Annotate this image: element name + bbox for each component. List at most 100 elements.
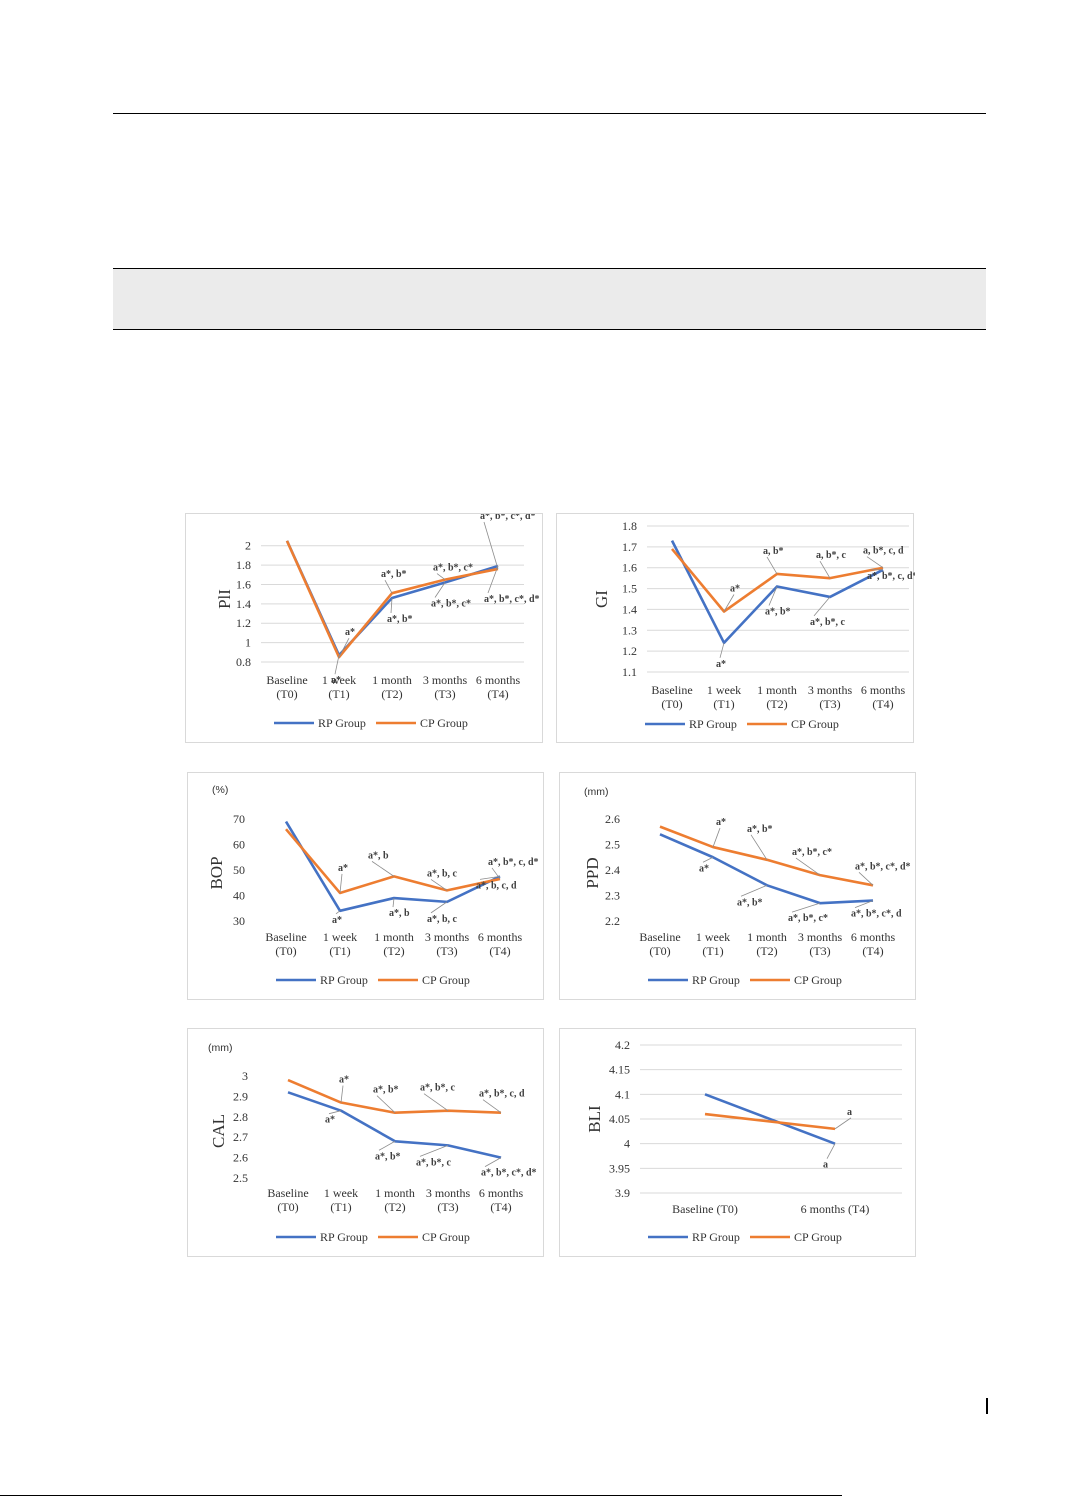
- y-tick-label: 1.1: [622, 665, 637, 679]
- significance-label: a*, b*, c*: [433, 563, 473, 574]
- y-axis-title: PlI: [215, 589, 234, 609]
- x-tick-label: (T1): [330, 1200, 351, 1214]
- x-tick-label: 1 month: [747, 930, 787, 944]
- x-tick-label: (T1): [713, 697, 734, 711]
- x-tick-label: (T0): [276, 687, 297, 701]
- significance-label: a*: [331, 675, 341, 686]
- y-tick-label: 2.4: [605, 863, 620, 877]
- legend-label: RP Group: [689, 717, 737, 731]
- bop-chart: 30 40 50 60 70 BOP (%) Baseline(T0) 1 week(T1) 1 …: [207, 784, 539, 987]
- x-tick-label: (T0): [661, 697, 682, 711]
- x-tick-label: (T2): [384, 1200, 405, 1214]
- y-tick-label: 0.8: [236, 655, 251, 669]
- y-tick-label: 1.3: [622, 623, 637, 637]
- cp-series-line: [659, 825, 874, 887]
- annotation-leader: [392, 898, 395, 908]
- y-axis-title: CAL: [209, 1114, 228, 1148]
- x-tick-label: 6 months: [861, 683, 906, 697]
- x-tick-label: 6 months: [476, 673, 521, 687]
- legend-label: RP Group: [692, 1230, 740, 1244]
- gi-chart: 1.1 1.2 1.3 1.4 1.5 1.6 1.7 1.8 GI Baseline(T0) 1 …: [592, 519, 915, 731]
- annotation-leader: [487, 565, 499, 594]
- significance-label: a*: [332, 915, 342, 926]
- annotation-leader: [834, 1117, 852, 1130]
- legend-label: RP Group: [692, 973, 740, 987]
- significance-label: a, b*: [763, 546, 784, 557]
- y-tick-label: 60: [233, 838, 245, 852]
- annotation-leader: [423, 1093, 449, 1112]
- significance-label: a*: [325, 1115, 335, 1126]
- y-axis-title: BLI: [585, 1105, 604, 1133]
- x-tick-label: 1 month: [375, 1186, 415, 1200]
- significance-label: a*: [716, 659, 726, 670]
- x-tick-label: (T4): [872, 697, 893, 711]
- annotation-leader: [376, 1095, 396, 1114]
- y-tick-label: 1.8: [236, 558, 251, 572]
- annotation-leader: [328, 1110, 342, 1115]
- legend-label: CP Group: [422, 1230, 470, 1244]
- x-tick-label: 3 months: [426, 1186, 471, 1200]
- unit-label: (mm): [208, 1042, 233, 1054]
- legend-label: CP Group: [422, 973, 470, 987]
- significance-label: a*: [338, 863, 348, 874]
- significance-label: a*, b*: [737, 897, 763, 908]
- annotation-leader: [371, 861, 395, 877]
- x-tick-label: (T3): [437, 1200, 458, 1214]
- significance-label: a*, b*, c: [416, 1157, 452, 1168]
- significance-label: a*, b*, c*, d*: [481, 1168, 537, 1179]
- cal-chart: 2.5 2.6 2.7 2.8 2.9 3 CAL (mm) Baseline(T0) 1 wee…: [208, 1042, 537, 1244]
- x-tick-label: 6 months: [851, 930, 896, 944]
- y-tick-label: 1.6: [622, 561, 637, 575]
- significance-label: a*, b*, c*: [788, 913, 828, 924]
- annotation-leader: [491, 867, 501, 880]
- y-tick-label: 2: [245, 539, 251, 553]
- legend-label: RP Group: [320, 1230, 368, 1244]
- annotation-leader: [338, 637, 350, 658]
- annotation-leader: [740, 884, 768, 897]
- rp-series-line: [659, 833, 874, 905]
- x-tick-label: (T3): [436, 944, 457, 958]
- significance-label: a, b*, c, d: [863, 546, 904, 557]
- rp-series-line: [287, 1091, 502, 1159]
- y-tick-label: 4.2: [615, 1038, 630, 1052]
- table-header-band: [113, 268, 986, 330]
- x-tick-label: (T2): [766, 697, 787, 711]
- significance-label: a*, b, c, d: [476, 880, 517, 891]
- y-tick-label: 1.8: [622, 519, 637, 533]
- y-tick-label: 1.4: [236, 597, 251, 611]
- x-tick-label: (T2): [756, 944, 777, 958]
- footer-rule: [0, 1495, 842, 1496]
- y-tick-label: 1.2: [622, 644, 637, 658]
- y-tick-label: 2.5: [605, 838, 620, 852]
- x-tick-label: Baseline: [267, 1186, 308, 1200]
- x-tick-label: (T2): [381, 687, 402, 701]
- significance-label: a*, b*: [387, 614, 413, 625]
- significance-label: a*, b*, c, d*: [488, 857, 539, 868]
- annotation-leader: [826, 1143, 836, 1159]
- x-tick-label: 3 months: [808, 683, 853, 697]
- annotation-leader: [702, 856, 714, 863]
- significance-label: a*, b*, c*: [431, 599, 471, 610]
- bli-chart: 3.9 3.95 4 4.05 4.1 4.15 4.2 BLI Baseline (T0) 6 …: [585, 1038, 902, 1244]
- x-tick-label: (T1): [328, 687, 349, 701]
- annotation-leader: [719, 642, 725, 658]
- significance-label: a*: [339, 1075, 349, 1086]
- significance-label: a*, b: [368, 850, 389, 861]
- gi-chart-panel: 1.1 1.2 1.3 1.4 1.5 1.6 1.7 1.8 GI Baseline (T0) 1 …: [556, 513, 915, 743]
- table-bottom-rule: [113, 329, 986, 330]
- annotation-leader: [339, 873, 343, 893]
- x-tick-label: 3 months: [423, 673, 468, 687]
- significance-label: a*: [345, 627, 355, 638]
- x-tick-label: (T1): [329, 944, 350, 958]
- y-tick-label: 2.8: [233, 1110, 248, 1124]
- x-tick-label: 1 week: [696, 930, 730, 944]
- x-tick-label: (T1): [702, 944, 723, 958]
- significance-label: a*: [699, 863, 709, 874]
- x-tick-label: (T0): [275, 944, 296, 958]
- cp-series-line: [285, 828, 501, 895]
- x-tick-label: (T0): [649, 944, 670, 958]
- x-tick-label: 1 month: [757, 683, 797, 697]
- table-top-rule: [113, 268, 986, 269]
- x-tick-label: (T4): [487, 687, 508, 701]
